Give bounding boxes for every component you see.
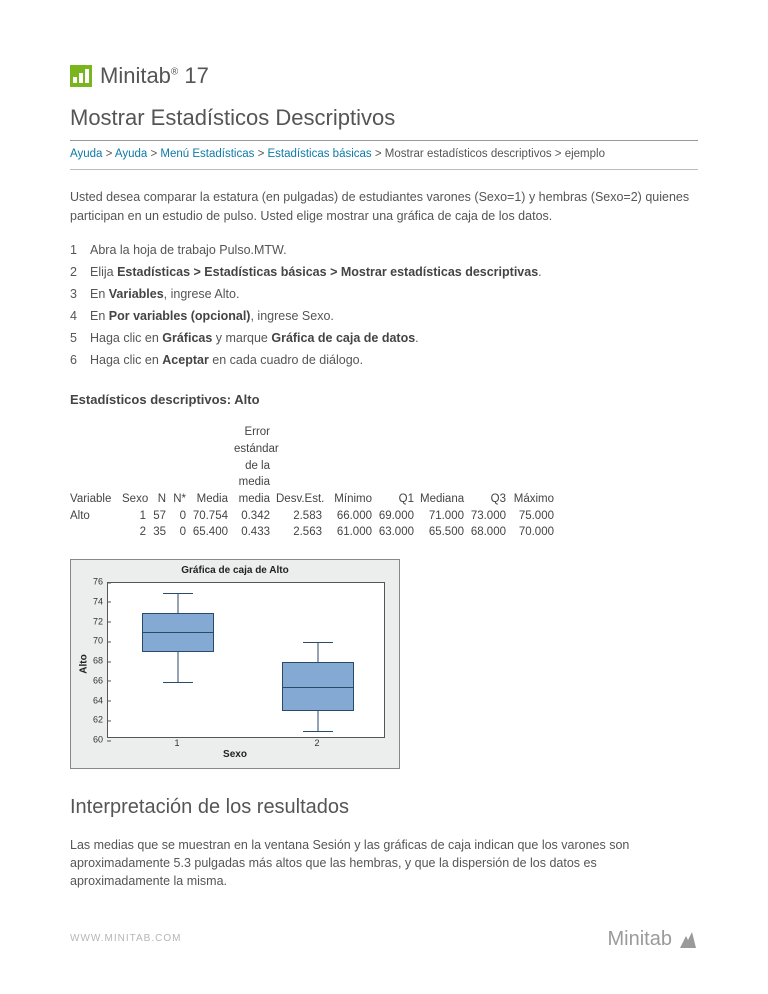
y-tick: 76	[71, 575, 107, 588]
y-tick: 62	[71, 714, 107, 727]
stats-section-title: Estadísticos descriptivos: Alto	[70, 391, 698, 410]
y-tick: 64	[71, 694, 107, 707]
table-header: Mediana	[420, 491, 470, 508]
interpretation-title: Interpretación de los resultados	[70, 793, 698, 822]
divider-bottom	[70, 169, 698, 170]
y-tick: 74	[71, 595, 107, 608]
table-header: Sexo	[122, 491, 152, 508]
boxplot-chart: Gráfica de caja de Alto Alto Sexo 606264…	[70, 559, 400, 769]
x-category: 1	[174, 737, 179, 750]
footer-brand: Minitab	[608, 925, 698, 954]
y-tick: 68	[71, 654, 107, 667]
table-header: Desv.Est.	[276, 491, 328, 508]
stats-table: Errorestándarde lamediaVariableSexoNN*Me…	[70, 424, 698, 541]
breadcrumb-item: ejemplo	[565, 148, 605, 160]
table-row: Alto157070.7540.3422.58366.00069.00071.0…	[70, 508, 698, 525]
table-header: N	[152, 491, 172, 508]
box-group	[282, 583, 355, 737]
footer-brand-icon	[678, 930, 698, 950]
table-header: Máximo	[512, 491, 560, 508]
y-tick: 72	[71, 615, 107, 628]
brand-icon	[70, 65, 92, 87]
page-footer: WWW.MINITAB.COM Minitab	[70, 925, 698, 954]
brand-text: Minitab	[100, 63, 171, 88]
breadcrumb-item: Mostrar estadísticos descriptivos	[385, 148, 552, 160]
step-item: Abra la hoja de trabajo Pulso.MTW.	[70, 239, 698, 261]
x-category: 2	[314, 737, 319, 750]
step-item: Haga clic en Gráficas y marque Gráfica d…	[70, 327, 698, 349]
y-tick: 70	[71, 635, 107, 648]
interpretation-text: Las medias que se muestran en la ventana…	[70, 836, 698, 890]
y-tick: 66	[71, 674, 107, 687]
breadcrumb-link[interactable]: Menú Estadísticas	[160, 148, 254, 160]
table-header: Q3	[470, 491, 512, 508]
intro-text: Usted desea comparar la estatura (en pul…	[70, 188, 698, 224]
breadcrumb-link[interactable]: Ayuda	[115, 148, 147, 160]
footer-brand-text: Minitab	[608, 925, 672, 954]
chart-xlabel: Sexo	[71, 748, 399, 763]
brand-header: Minitab® 17	[70, 60, 698, 92]
steps-list: Abra la hoja de trabajo Pulso.MTW.Elija …	[70, 239, 698, 372]
step-item: Elija Estadísticas > Estadísticas básica…	[70, 261, 698, 283]
table-header: Media	[192, 491, 234, 508]
breadcrumb: Ayuda > Ayuda > Menú Estadísticas > Esta…	[70, 143, 698, 166]
brand-version: 17	[184, 63, 208, 88]
step-item: En Variables, ingrese Alto.	[70, 283, 698, 305]
breadcrumb-link[interactable]: Estadísticas básicas	[267, 148, 371, 160]
step-item: Haga clic en Aceptar en cada cuadro de d…	[70, 349, 698, 371]
chart-title: Gráfica de caja de Alto	[71, 560, 399, 579]
table-header: Variable	[70, 491, 122, 508]
footer-url: WWW.MINITAB.COM	[70, 932, 181, 947]
table-header: media	[234, 491, 276, 508]
step-item: En Por variables (opcional), ingrese Sex…	[70, 305, 698, 327]
page-title: Mostrar Estadísticos Descriptivos	[70, 102, 698, 134]
divider-top	[70, 140, 698, 141]
table-row: 235065.4000.4332.56361.00063.00065.50068…	[70, 524, 698, 541]
table-header: N*	[172, 491, 192, 508]
y-tick: 60	[71, 733, 107, 746]
table-header: Q1	[378, 491, 420, 508]
box-group	[142, 583, 215, 737]
brand-name: Minitab® 17	[100, 60, 209, 92]
breadcrumb-link[interactable]: Ayuda	[70, 148, 102, 160]
plot-area	[107, 582, 385, 738]
table-header: Mínimo	[328, 491, 378, 508]
